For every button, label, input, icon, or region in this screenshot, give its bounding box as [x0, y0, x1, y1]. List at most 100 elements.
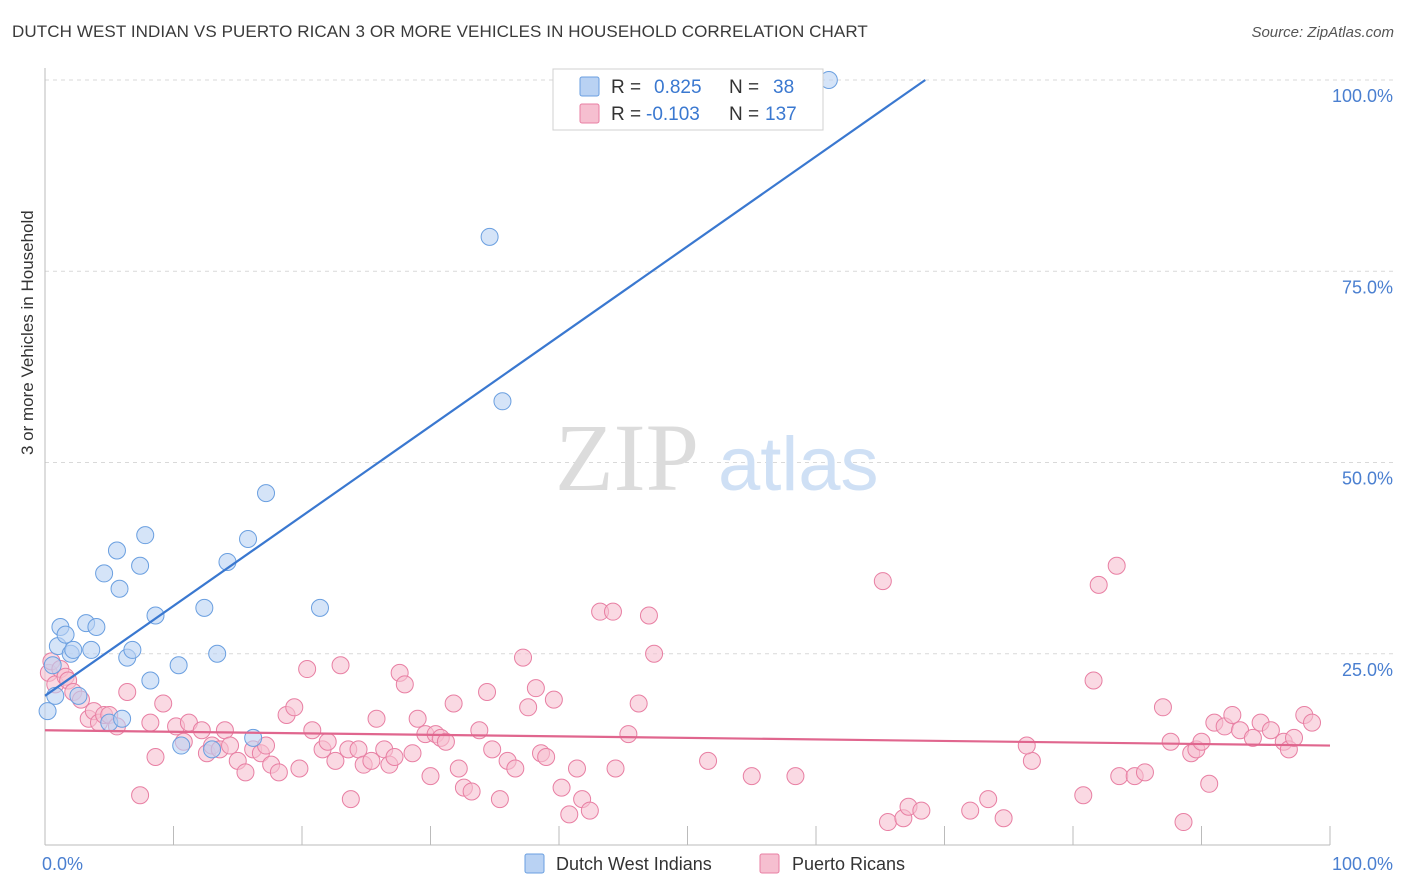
point-puerto-rican-126: [1285, 728, 1304, 747]
point-puerto-rican-82: [580, 801, 599, 820]
point-puerto-rican-43: [331, 656, 350, 675]
point-puerto-rican-78: [552, 778, 571, 797]
point-dutch-west-indian-27: [208, 644, 227, 663]
point-puerto-rican-93: [873, 572, 892, 591]
legend-swatch-blue: [579, 76, 600, 97]
point-puerto-rican-67: [478, 683, 497, 701]
point-puerto-rican-119: [1223, 705, 1242, 724]
point-puerto-rican-63: [449, 759, 468, 778]
legend-r-label-blue: R =: [611, 77, 641, 98]
point-puerto-rican-49: [367, 709, 386, 728]
point-puerto-rican-79: [560, 805, 579, 824]
point-puerto-rican-68: [483, 740, 502, 759]
point-dutch-west-indian-8: [69, 686, 88, 705]
point-dutch-west-indian-18: [123, 640, 142, 659]
point-puerto-rican-84: [603, 602, 622, 621]
data-points: [38, 71, 1322, 832]
point-dutch-west-indian-15: [110, 579, 129, 598]
y-tick-label-0: 25.0%: [1342, 660, 1393, 680]
point-puerto-rican-38: [298, 660, 317, 679]
point-dutch-west-indian-20: [136, 526, 155, 545]
chart-title: DUTCH WEST INDIAN VS PUERTO RICAN 3 OR M…: [12, 22, 868, 41]
point-dutch-west-indian-21: [141, 671, 160, 690]
point-puerto-rican-85: [606, 759, 625, 778]
legend-r-value-blue: 0.825: [654, 77, 702, 98]
legend-swatch-pink: [579, 103, 600, 124]
point-dutch-west-indian-31: [257, 484, 276, 503]
point-dutch-west-indian-22: [146, 606, 165, 625]
point-puerto-rican-36: [285, 698, 304, 717]
point-puerto-rican-18: [154, 694, 173, 713]
point-puerto-rican-99: [979, 790, 998, 809]
trend-line-0: [44, 79, 926, 697]
point-puerto-rican-29: [236, 763, 255, 782]
point-puerto-rican-105: [1089, 575, 1108, 594]
series-legend-swatch-blue: [524, 853, 545, 874]
point-puerto-rican-101: [1022, 751, 1041, 770]
point-puerto-rican-55: [403, 744, 422, 763]
point-puerto-rican-41: [318, 732, 337, 751]
point-puerto-rican-87: [629, 694, 648, 713]
point-puerto-rican-76: [537, 748, 556, 767]
point-puerto-rican-17: [146, 748, 165, 767]
series-legend-label-blue: Dutch West Indians: [556, 854, 712, 874]
point-puerto-rican-97: [912, 801, 931, 820]
point-puerto-rican-88: [639, 606, 658, 625]
point-puerto-rican-48: [362, 751, 381, 770]
legend-r-label-pink: R =: [611, 104, 641, 125]
point-dutch-west-indian-32: [310, 598, 329, 617]
point-puerto-rican-89: [645, 644, 664, 663]
point-puerto-rican-100: [994, 809, 1013, 828]
series-legend: Dutch West Indians Puerto Ricans: [524, 853, 905, 874]
point-puerto-rican-115: [1192, 732, 1211, 751]
point-puerto-rican-62: [444, 694, 463, 713]
y-tick-label-1: 50.0%: [1342, 469, 1393, 489]
x-tick-label-1: 100.0%: [1332, 854, 1393, 874]
point-puerto-rican-77: [544, 690, 563, 709]
point-puerto-rican-27: [221, 736, 240, 755]
point-puerto-rican-121: [1243, 728, 1262, 747]
point-puerto-rican-61: [436, 732, 455, 751]
point-puerto-rican-128: [1303, 713, 1322, 732]
point-puerto-rican-69: [490, 790, 509, 809]
point-puerto-rican-102: [1017, 736, 1036, 755]
point-dutch-west-indian-24: [172, 736, 191, 755]
point-dutch-west-indian-33: [480, 227, 499, 246]
legend-r-value-pink: -0.103: [646, 104, 700, 125]
point-dutch-west-indian-7: [64, 640, 83, 659]
point-puerto-rican-91: [742, 767, 761, 786]
point-puerto-rican-26: [215, 721, 234, 740]
series-legend-label-pink: Puerto Ricans: [792, 854, 905, 874]
point-dutch-west-indian-0: [38, 702, 57, 721]
point-puerto-rican-73: [519, 698, 538, 717]
trend-lines: [44, 79, 1331, 747]
point-puerto-rican-107: [1110, 767, 1129, 786]
point-puerto-rican-37: [290, 759, 309, 778]
point-puerto-rican-34: [269, 763, 288, 782]
tick-labels: 25.0% 50.0% 75.0% 100.0% 0.0% 100.0%: [42, 86, 1393, 874]
watermark: ZIP atlas: [555, 404, 879, 511]
point-puerto-rican-39: [303, 721, 322, 740]
point-puerto-rican-65: [462, 782, 481, 801]
point-dutch-west-indian-5: [56, 625, 75, 644]
series-legend-swatch-pink: [759, 853, 780, 874]
point-dutch-west-indian-10: [82, 640, 101, 659]
point-dutch-west-indian-19: [131, 556, 150, 575]
point-puerto-rican-15: [131, 786, 150, 805]
watermark-zip: ZIP: [555, 404, 699, 511]
point-dutch-west-indian-26: [203, 740, 222, 759]
point-dutch-west-indian-23: [169, 656, 188, 675]
source-label: Source: ZipAtlas.com: [1251, 24, 1394, 41]
point-puerto-rican-74: [526, 679, 545, 698]
point-dutch-west-indian-25: [195, 598, 214, 617]
point-puerto-rican-123: [1261, 721, 1280, 740]
point-puerto-rican-94: [878, 813, 897, 832]
point-dutch-west-indian-29: [239, 530, 258, 548]
point-dutch-west-indian-12: [95, 564, 114, 583]
point-puerto-rican-16: [141, 713, 160, 732]
y-tick-label-2: 75.0%: [1342, 277, 1393, 297]
x-tick-label-0: 0.0%: [42, 854, 83, 874]
point-puerto-rican-104: [1084, 671, 1103, 690]
legend-n-label-blue: N =: [729, 77, 759, 98]
